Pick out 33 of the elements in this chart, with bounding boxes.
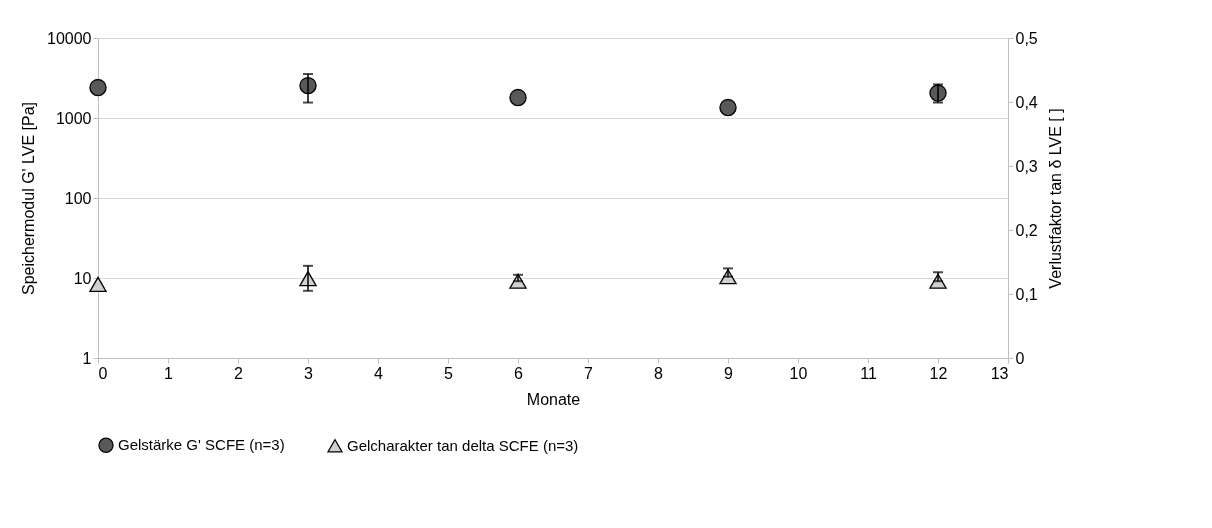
legend-label: Gelstärke G' SCFE (n=3) xyxy=(118,436,285,454)
y2-tick-label: 0,1 xyxy=(1015,285,1038,303)
x-tick-label: 9 xyxy=(724,364,734,382)
y2-tick-label: 0,4 xyxy=(1015,93,1038,111)
x-tick-label: 4 xyxy=(374,364,384,382)
point xyxy=(509,88,527,107)
y2-axis-title: Verlustfaktor tan δ LVE [ ] xyxy=(1046,108,1064,289)
x-tick-label: 6 xyxy=(514,364,524,382)
y-tick-label: 10000 xyxy=(47,29,92,47)
x-tick-label: 3 xyxy=(304,364,314,382)
x-tick-label: 13 xyxy=(990,364,1009,382)
legend-label: Gelcharakter tan delta SCFE (n=3) xyxy=(347,436,579,454)
y2-tick-label: 0,3 xyxy=(1015,157,1038,175)
x-tick-label: 7 xyxy=(584,364,594,382)
y-axis-title: Speichermodul G' LVE [Pa] xyxy=(20,101,38,296)
y2-tick-label: 0,5 xyxy=(1015,29,1038,47)
point xyxy=(89,78,107,97)
y-tick-label: 100 xyxy=(64,189,92,207)
x-tick-label: 12 xyxy=(929,364,948,382)
y-tick-label: 1 xyxy=(82,349,92,367)
x-tick-label: 10 xyxy=(789,364,808,382)
y2-tick-label: 0,2 xyxy=(1015,221,1038,239)
x-tick-label: 1 xyxy=(164,364,174,382)
x-tick-label: 8 xyxy=(654,364,664,382)
x-tick-label: 2 xyxy=(234,364,244,382)
y2-tick-label: 0 xyxy=(1015,349,1025,367)
x-tick-label: 11 xyxy=(860,364,877,382)
y-tick-label: 10 xyxy=(73,269,92,287)
point xyxy=(719,98,737,117)
x-tick-label: 0 xyxy=(98,364,108,382)
x-tick-label: 5 xyxy=(444,364,454,382)
x-axis-title: Monate xyxy=(526,390,581,408)
y-tick-label: 1000 xyxy=(55,109,92,127)
